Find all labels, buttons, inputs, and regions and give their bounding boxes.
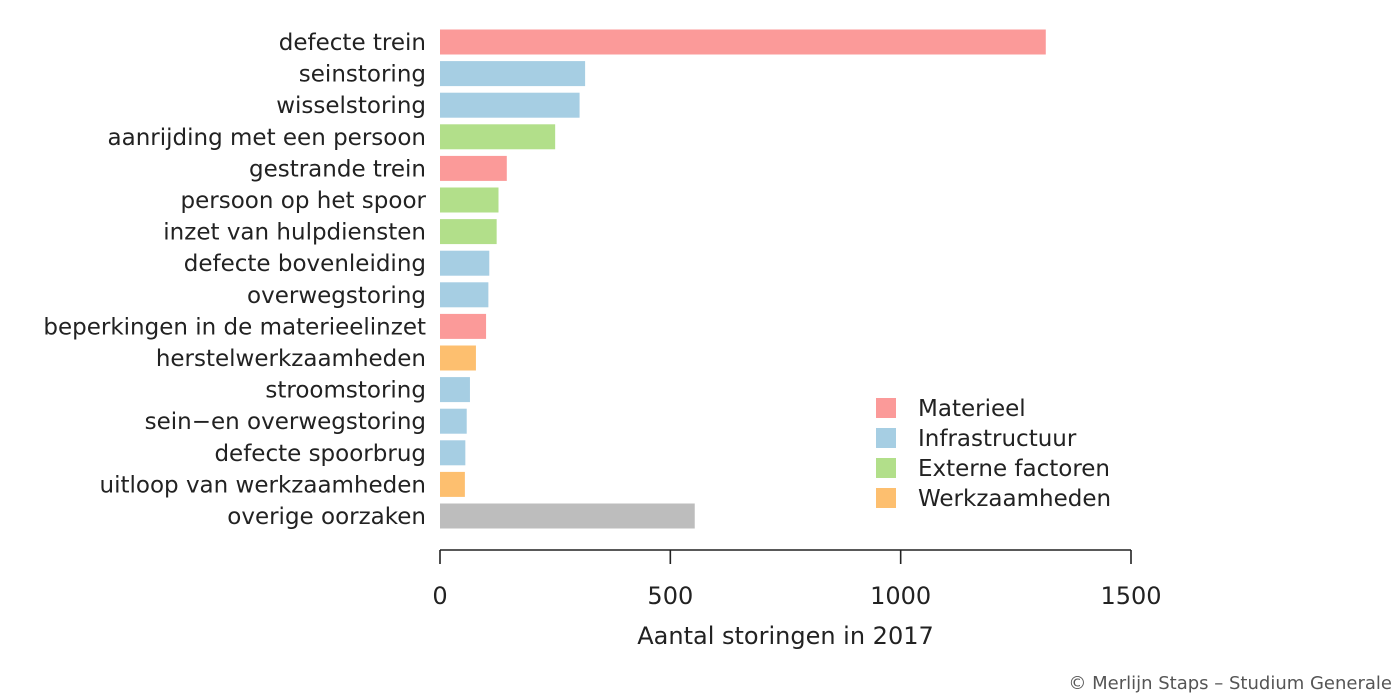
bar: [440, 313, 487, 339]
category-label: defecte bovenleiding: [184, 251, 426, 277]
category-label: persoon op het spoor: [181, 188, 427, 214]
bar: [440, 503, 695, 529]
category-label: herstelwerkzaamheden: [156, 346, 426, 372]
bar: [440, 377, 470, 403]
x-axis-title: Aantal storingen in 2017: [637, 622, 934, 650]
bars: [440, 29, 1046, 529]
credit-text: © Merlijn Staps – Studium Generale: [1068, 673, 1392, 694]
category-label: sein−en overwegstoring: [145, 409, 426, 435]
legend-label: Materieel: [918, 396, 1026, 422]
category-label: defecte trein: [279, 30, 426, 56]
bar: [440, 408, 467, 434]
bar: [440, 29, 1046, 55]
x-tick-label: 1500: [1100, 582, 1161, 610]
x-tick-label: 500: [647, 582, 693, 610]
legend-label: Werkzaamheden: [918, 486, 1111, 512]
category-label: uitloop van werkzaamheden: [100, 472, 426, 498]
legend-label: Externe factoren: [918, 456, 1110, 482]
bar: [440, 250, 490, 276]
category-label: wisselstoring: [276, 93, 426, 119]
bar: [440, 219, 497, 245]
bar: [440, 187, 499, 213]
legend-swatch: [876, 428, 896, 448]
category-label: overige oorzaken: [227, 504, 426, 530]
bar: [440, 282, 489, 308]
legend-swatch: [876, 488, 896, 508]
bar: [440, 345, 476, 371]
category-label: defecte spoorbrug: [214, 441, 426, 467]
category-labels: defecte trein seinstoring wisselstoring aan…: [43, 30, 426, 530]
legend-swatch: [876, 458, 896, 478]
bar: [440, 155, 507, 181]
x-axis: 0 500 1000 1500: [432, 549, 1162, 610]
legend: Materieel Infrastructuur Externe factoren W…: [876, 396, 1111, 512]
bar: [440, 124, 556, 150]
category-label: beperkingen in de materieelinzet: [43, 314, 426, 340]
x-tick-label: 0: [432, 582, 447, 610]
category-label: inzet van hulpdiensten: [163, 220, 426, 246]
bar: [440, 440, 466, 466]
category-label: overwegstoring: [247, 283, 426, 309]
category-label: gestrande trein: [249, 156, 426, 182]
category-label: seinstoring: [299, 62, 426, 88]
category-label: stroomstoring: [265, 378, 426, 404]
x-tick-label: 1000: [870, 582, 931, 610]
bar: [440, 61, 586, 87]
bar: [440, 92, 580, 118]
legend-swatch: [876, 398, 896, 418]
category-label: aanrijding met een persoon: [108, 125, 426, 151]
bar: [440, 471, 465, 497]
legend-label: Infrastructuur: [918, 426, 1077, 452]
